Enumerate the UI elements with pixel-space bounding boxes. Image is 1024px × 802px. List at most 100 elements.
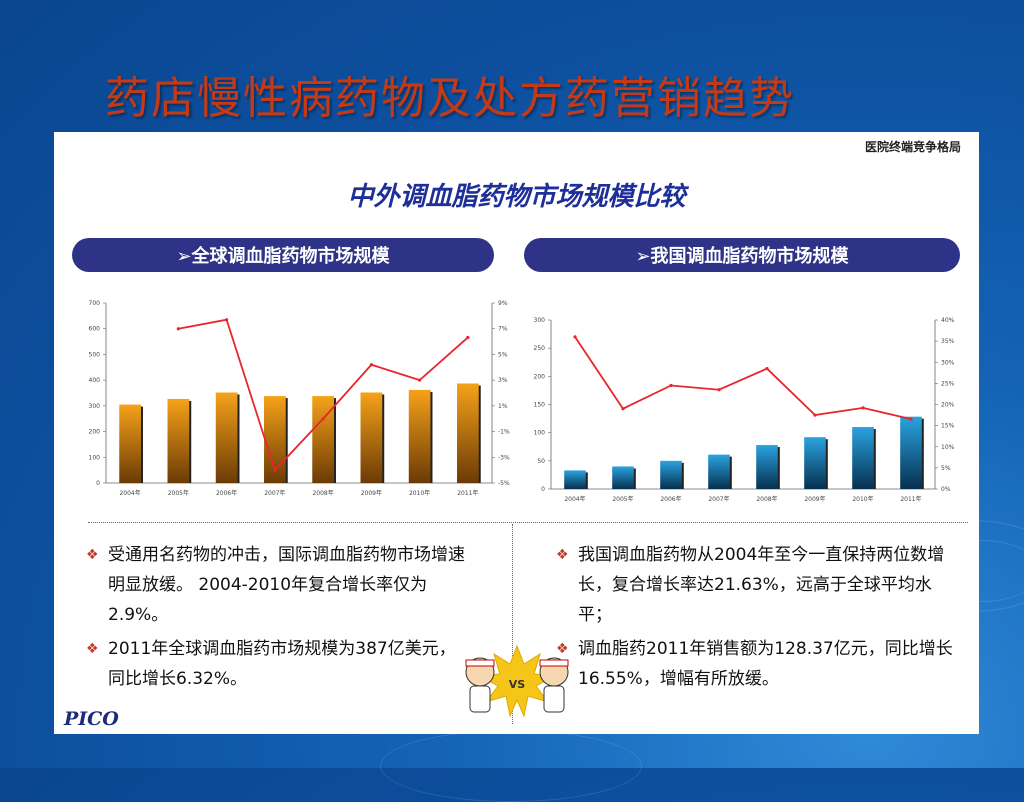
bar [312,396,334,483]
bullet-text: 2011年全球调血脂药市场规模为387亿美元，同比增长6.32%。 [108,639,456,689]
bar [852,427,874,489]
x-tick-label: 2008年 [312,489,333,497]
growth-point [418,378,422,382]
growth-point [717,388,721,392]
x-tick-label: 2010年 [409,489,430,497]
bullet-text: 受通用名药物的冲击，国际调血脂药物市场增速明显放缓。 2004-2010年复合增… [108,545,465,625]
y2-tick-label: 3% [498,377,508,384]
x-tick-label: 2004年 [119,489,140,497]
column-divider [512,524,513,724]
slide-title: 药店慢性病药物及处方药营销趋势 [105,73,795,124]
growth-point [765,366,769,371]
growth-point [176,327,180,331]
y2-tick-label: -5% [498,480,510,487]
y2-tick-label: 7% [498,326,508,333]
y2-tick-label: 40% [941,317,955,324]
decorative-ripple [380,730,642,802]
y2-tick-label: 5% [941,465,951,472]
y-tick-label: 0 [96,480,100,487]
corner-label: 医院终端竞争格局 [864,140,961,154]
bullet-text: 我国调血脂药物从2004年至今一直保持两位数增长，复合增长率达21.63%，远高… [578,545,945,625]
panel-heading: 中外调血脂药物市场规模比较 [347,182,686,212]
growth-point [669,383,673,388]
growth-point [861,406,865,410]
pico-logo: PICO [64,708,119,730]
china-market-chart: 0 50 100 150 200 250 300 0% 5% 10% 15% 20% 25% 30% 35%… [534,317,955,503]
y2-tick-label: 1% [498,403,508,410]
y2-tick-label: 9% [498,300,508,307]
y2-tick-label: 25% [941,380,955,387]
y-tick-label: 50 [537,458,545,465]
bar [167,398,190,483]
x-tick-label: 2011年 [900,495,921,503]
y-tick-label: 300 [89,403,101,410]
x-tick-label: 2010年 [852,495,873,503]
x-tick-label: 2006年 [660,495,681,503]
y2-tick-label: 5% [498,351,508,358]
y-tick-label: 0 [541,486,545,493]
x-tick-label: 2004年 [564,495,585,503]
growth-line [574,336,912,420]
bar [264,396,286,483]
bar [900,416,922,489]
diamond-bullet-icon: ❖ [556,641,569,657]
bullet-text: 调血脂药2011年销售额为128.37亿元，同比增长16.55%，增幅有所放缓。 [578,639,953,689]
bar [408,389,431,483]
y-tick-label: 150 [534,402,546,409]
growth-point [225,318,229,322]
growth-point [321,417,325,421]
vs-starburst-icon [478,644,556,718]
y-tick-label: 400 [89,377,101,384]
list-item: ❖ 受通用名药物的冲击，国际调血脂药物市场增速明显放缓。 2004-2010年复… [86,540,471,630]
left-section-header: ➢全球调血脂药物市场规模 [72,238,494,272]
y2-tick-label: -3% [498,454,510,461]
section-divider [88,522,968,523]
bar [756,445,778,489]
growth-point [573,335,577,339]
bar [660,460,682,489]
right-fighter-icon [539,657,569,713]
growth-point [621,407,625,411]
x-tick-label: 2007年 [264,489,285,497]
y-tick-label: 100 [89,454,101,461]
x-tick-label: 2009年 [804,495,825,503]
diamond-bullet-icon: ❖ [86,641,99,657]
vs-label: VS [509,678,526,691]
y-tick-label: 100 [534,430,546,437]
y2-tick-label: 30% [941,359,955,366]
growth-point [369,363,373,367]
x-tick-label: 2008年 [756,495,777,503]
content-panel: 医院终端竞争格局 中外调血脂药物市场规模比较 ➢全球调血脂药物市场规模 ➢我国调… [54,132,979,734]
y2-tick-label: 35% [941,338,955,345]
diamond-bullet-icon: ❖ [86,547,99,563]
list-item: ❖ 调血脂药2011年销售额为128.37亿元，同比增长16.55%，增幅有所放… [556,634,956,694]
y-tick-label: 200 [89,429,101,436]
bar [708,454,730,489]
vs-mascot-illustration: VS [465,644,569,718]
bar [457,383,479,483]
bar [360,392,383,483]
list-item: ❖ 2011年全球调血脂药市场规模为387亿美元，同比增长6.32%。 [86,634,471,694]
growth-point [466,335,470,340]
bar [564,470,586,489]
left-bullet-list: ❖ 受通用名药物的冲击，国际调血脂药物市场增速明显放缓。 2004-2010年复… [86,540,471,698]
list-item: ❖ 我国调血脂药物从2004年至今一直保持两位数增长，复合增长率达21.63%，… [556,540,956,630]
y-tick-label: 700 [89,300,101,307]
x-tick-label: 2005年 [612,495,633,503]
y-tick-label: 500 [89,351,101,358]
x-tick-label: 2009年 [361,489,382,497]
right-bullet-list: ❖ 我国调血脂药物从2004年至今一直保持两位数增长，复合增长率达21.63%，… [556,540,956,698]
bar [612,466,634,489]
y2-tick-label: 10% [941,444,955,451]
bar [119,404,141,483]
growth-point [813,413,817,417]
y2-tick-label: 0% [941,486,951,493]
growth-point [273,468,277,472]
y-tick-label: 300 [534,317,546,324]
right-section-header: ➢我国调血脂药物市场规模 [524,238,960,272]
y2-tick-label: 15% [941,423,955,430]
left-fighter-icon [465,657,495,713]
bar [804,437,826,489]
x-tick-label: 2005年 [168,489,189,497]
x-tick-label: 2006年 [216,489,237,497]
